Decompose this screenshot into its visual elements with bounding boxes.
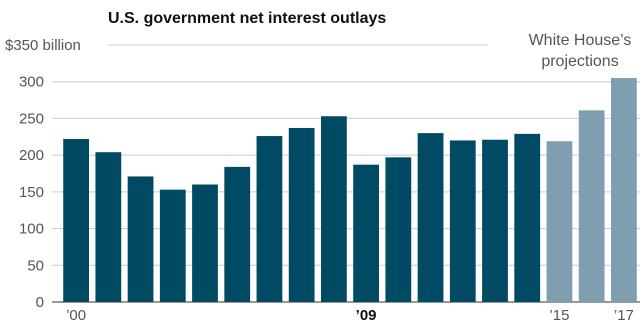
- x-tick-label: ’17: [614, 307, 634, 324]
- bar: [127, 176, 154, 302]
- y-tick-label: 300: [19, 74, 44, 91]
- y-tick-label: 150: [19, 184, 44, 201]
- y-tick-label: $350 billion: [5, 37, 81, 54]
- x-tick-label: ’15: [549, 307, 569, 324]
- bar: [514, 133, 541, 302]
- bar: [449, 140, 476, 302]
- x-axis-ticks: ’00 ’09 ’15 ’17: [66, 307, 634, 324]
- bar: [482, 139, 508, 302]
- bar: [63, 138, 89, 302]
- chart-title: U.S. government net interest outlays: [108, 10, 386, 27]
- bar: [321, 116, 347, 303]
- bar: [288, 127, 315, 302]
- annotation-line-2: projections: [541, 53, 618, 70]
- bar: [159, 189, 186, 302]
- bar: [385, 157, 412, 302]
- y-tick-label: 200: [19, 147, 44, 164]
- x-tick-label: ’09: [356, 307, 377, 324]
- bar: [95, 152, 122, 302]
- bar: [192, 184, 218, 302]
- projection-bar: [611, 78, 637, 303]
- y-axis-ticks: 0 50 100 150 200 250 300 $350 billion: [5, 37, 81, 311]
- bar: [417, 133, 444, 302]
- y-tick-label: 250: [19, 110, 44, 127]
- annotation-line-1: White House’s: [529, 32, 632, 49]
- y-tick-label: 100: [19, 221, 44, 238]
- y-tick-label: 0: [36, 294, 44, 311]
- y-tick-label: 50: [27, 257, 44, 274]
- projection-bar: [546, 141, 573, 302]
- bar: [353, 164, 379, 302]
- x-tick-label: ’00: [66, 307, 86, 324]
- projection-bar: [578, 110, 605, 302]
- projection-annotation: White House’s projections: [529, 32, 632, 70]
- bar: [256, 136, 283, 302]
- bars: [63, 78, 637, 303]
- bar: [224, 166, 251, 302]
